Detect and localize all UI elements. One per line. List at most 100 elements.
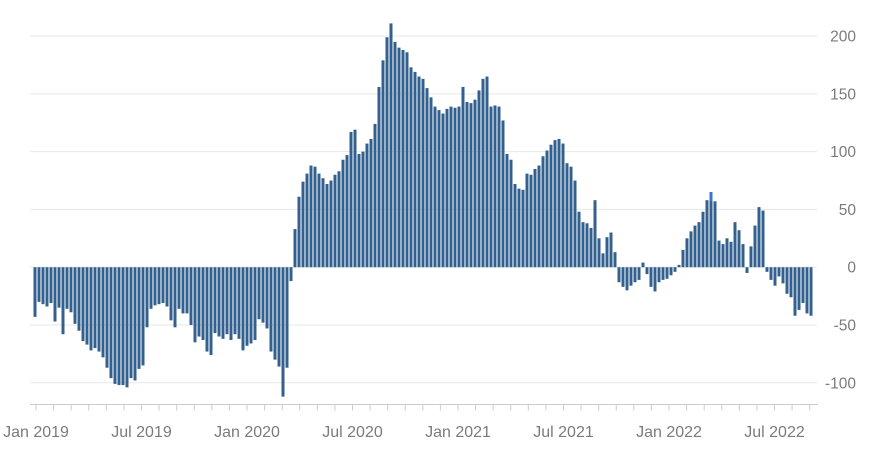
bar bbox=[397, 47, 401, 268]
bar bbox=[649, 267, 653, 287]
bar bbox=[549, 144, 553, 268]
bar bbox=[773, 267, 777, 286]
bar bbox=[49, 267, 53, 304]
bar bbox=[689, 231, 693, 268]
bar bbox=[609, 232, 613, 268]
bar bbox=[257, 267, 261, 320]
bar bbox=[513, 184, 517, 268]
bar bbox=[45, 267, 49, 307]
bar bbox=[305, 173, 309, 268]
bar bbox=[293, 229, 297, 268]
bar bbox=[97, 267, 101, 352]
bar bbox=[333, 174, 337, 268]
bar bbox=[197, 267, 201, 337]
bar bbox=[181, 267, 185, 314]
bar bbox=[493, 105, 497, 268]
bar bbox=[629, 267, 633, 286]
bar bbox=[349, 132, 353, 268]
bar bbox=[665, 267, 669, 279]
bar bbox=[781, 267, 785, 284]
bar bbox=[277, 267, 281, 367]
bar bbox=[633, 267, 637, 283]
bar bbox=[785, 267, 789, 294]
bar bbox=[793, 267, 797, 316]
bar bbox=[337, 171, 341, 268]
bar bbox=[657, 267, 661, 283]
bar bbox=[769, 267, 773, 280]
bar bbox=[133, 267, 137, 381]
bar bbox=[81, 267, 85, 342]
bar bbox=[417, 76, 421, 268]
bar bbox=[357, 153, 361, 268]
bar bbox=[65, 267, 69, 309]
bar bbox=[169, 267, 173, 321]
y-tick-label: -100 bbox=[825, 375, 856, 392]
bar bbox=[129, 267, 133, 379]
bar bbox=[301, 181, 305, 268]
bar bbox=[717, 240, 721, 268]
bar bbox=[313, 166, 317, 268]
bar bbox=[777, 267, 781, 277]
bar bbox=[737, 230, 741, 268]
bar bbox=[57, 267, 61, 308]
bar bbox=[497, 106, 501, 268]
bar bbox=[297, 196, 301, 268]
bar bbox=[685, 238, 689, 268]
bar bbox=[249, 267, 253, 344]
bar bbox=[745, 267, 749, 273]
bar bbox=[765, 267, 769, 272]
bar bbox=[385, 37, 389, 268]
bar bbox=[433, 106, 437, 268]
bar bbox=[469, 103, 473, 268]
bar bbox=[185, 267, 189, 314]
bar bbox=[613, 252, 617, 268]
bar bbox=[113, 267, 117, 384]
bar bbox=[481, 78, 485, 268]
x-tick-label: Jan 2022 bbox=[636, 424, 702, 441]
bar bbox=[85, 267, 89, 345]
bar bbox=[265, 267, 269, 329]
bar bbox=[761, 210, 765, 268]
bar bbox=[109, 267, 113, 379]
bar bbox=[377, 86, 381, 268]
bar bbox=[729, 241, 733, 268]
bar bbox=[725, 238, 729, 268]
bar bbox=[661, 267, 665, 280]
bar bbox=[533, 168, 537, 268]
bar bbox=[625, 267, 629, 291]
bar bbox=[105, 267, 109, 368]
bar bbox=[285, 267, 289, 368]
bar bbox=[525, 173, 529, 268]
bar bbox=[53, 267, 57, 322]
bar bbox=[161, 267, 165, 304]
bar bbox=[205, 267, 209, 352]
y-tick-label: 100 bbox=[830, 144, 856, 161]
bar bbox=[365, 143, 369, 268]
bar bbox=[289, 267, 293, 282]
bar bbox=[669, 267, 673, 276]
bar bbox=[369, 138, 373, 268]
bar bbox=[329, 180, 333, 268]
bar bbox=[73, 267, 77, 324]
bar bbox=[393, 41, 397, 268]
bar bbox=[537, 165, 541, 268]
bar bbox=[457, 106, 461, 268]
bar bbox=[101, 267, 105, 358]
bar bbox=[189, 267, 193, 325]
bar bbox=[801, 267, 805, 304]
bar bbox=[509, 159, 513, 268]
bar bbox=[117, 267, 121, 386]
bar bbox=[553, 140, 557, 268]
y-tick-label: 200 bbox=[830, 29, 856, 46]
bar bbox=[89, 267, 93, 351]
bar bbox=[321, 178, 325, 268]
bar bbox=[429, 97, 433, 268]
x-tick-label: Jul 2022 bbox=[744, 424, 805, 441]
bar bbox=[233, 267, 237, 335]
bar bbox=[237, 267, 241, 339]
bar bbox=[581, 222, 585, 268]
bar bbox=[541, 156, 545, 268]
bar bbox=[597, 238, 601, 268]
x-tick-label: Jul 2020 bbox=[322, 424, 383, 441]
bar bbox=[501, 120, 505, 268]
